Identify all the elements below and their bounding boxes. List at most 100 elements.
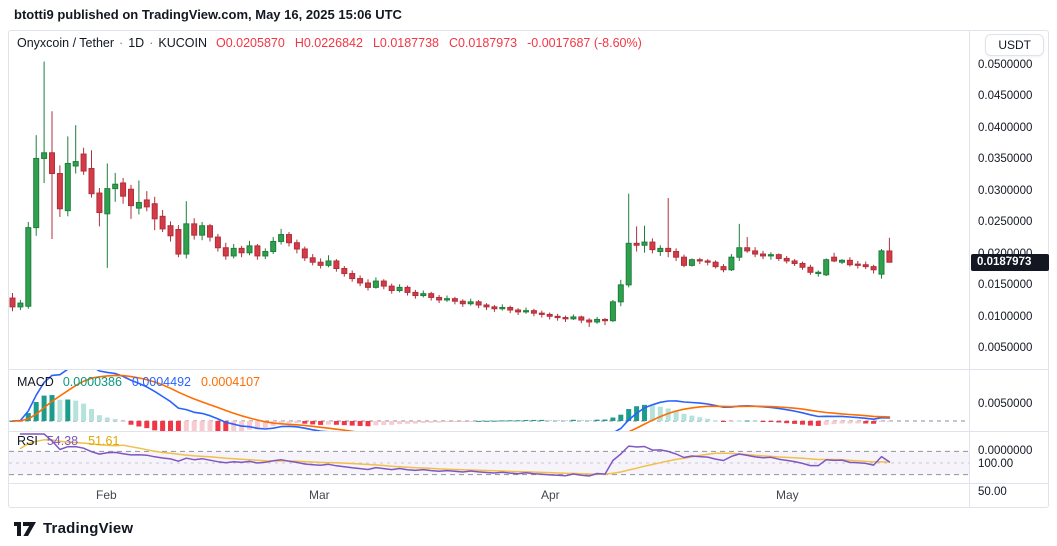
candle — [728, 256, 735, 271]
candle — [175, 229, 182, 255]
price-scale-column[interactable]: USDT 0.0187973 0.0500000 0.0450000 0.04000… — [970, 31, 1049, 507]
rsi-tick: 100.00 — [978, 458, 1014, 470]
candle — [673, 251, 680, 258]
candle — [380, 280, 387, 287]
price-tick: 0.0050000 — [978, 342, 1033, 354]
candle — [96, 192, 103, 214]
macd-pane[interactable] — [9, 369, 969, 431]
price-pane[interactable] — [9, 31, 969, 369]
candle — [349, 273, 356, 280]
candle — [317, 261, 324, 266]
candle — [633, 242, 640, 246]
candle — [752, 250, 759, 255]
candle — [886, 250, 893, 263]
candle — [278, 234, 285, 242]
macd-canvas[interactable] — [9, 369, 969, 431]
tradingview-logo-icon — [14, 521, 36, 536]
pane-divider-rsi[interactable] — [9, 431, 1048, 432]
candle — [625, 242, 632, 286]
candle — [49, 152, 55, 175]
candle — [791, 260, 798, 264]
candle — [451, 298, 458, 302]
candle — [428, 293, 435, 298]
price-tick: 0.0500000 — [978, 58, 1033, 71]
candle — [538, 312, 545, 315]
time-axis-month-label: Mar — [309, 488, 330, 502]
candle — [846, 259, 853, 266]
footer-attribution[interactable]: TradingView — [14, 520, 133, 537]
candle — [167, 225, 174, 237]
candle — [767, 254, 774, 257]
candle — [554, 315, 561, 319]
candle — [641, 241, 648, 246]
price-tick: 0.0350000 — [978, 153, 1033, 166]
candle — [436, 296, 443, 301]
price-tick: 0.0450000 — [978, 90, 1033, 103]
candle — [609, 301, 616, 322]
candle — [230, 247, 237, 257]
rsi-pane[interactable] — [9, 431, 969, 483]
candle — [823, 259, 830, 276]
candle — [586, 319, 593, 323]
candle — [56, 173, 63, 210]
candle — [207, 225, 213, 238]
candle — [499, 306, 506, 310]
macd-tick: 0.0000000 — [978, 445, 1033, 457]
price-tick: 0.0400000 — [978, 121, 1033, 134]
candle — [854, 263, 861, 266]
last-price-badge: 0.0187973 — [971, 253, 1049, 271]
candle — [120, 182, 127, 197]
candle — [475, 301, 482, 306]
candle — [64, 162, 71, 212]
candle — [396, 286, 403, 292]
rsi-tick: 50.00 — [978, 486, 1007, 498]
candle — [807, 266, 814, 273]
candle — [104, 188, 111, 215]
candle — [333, 260, 340, 270]
candle — [578, 316, 585, 321]
candle — [530, 310, 537, 314]
candle — [704, 260, 711, 263]
candle — [246, 245, 253, 254]
pane-divider-macd[interactable] — [9, 369, 1048, 370]
candle — [112, 183, 119, 190]
candle — [602, 318, 608, 322]
candle — [388, 285, 395, 292]
rsi-canvas[interactable] — [9, 431, 969, 483]
candle — [760, 253, 766, 257]
candle — [199, 225, 206, 236]
price-tick: 0.0200000 — [978, 247, 1033, 260]
candle — [270, 240, 277, 253]
candle — [467, 301, 474, 305]
candle — [799, 262, 806, 268]
candle — [491, 306, 498, 310]
candle — [712, 261, 719, 268]
currency-toggle-button[interactable]: USDT — [985, 34, 1044, 56]
price-tick: 0.0100000 — [978, 310, 1033, 323]
candle — [357, 278, 364, 284]
chart-widget: Onyxcoin / Tether · 1D · KUCOIN O0.02058… — [8, 30, 1049, 508]
candle — [25, 227, 32, 307]
candle — [570, 316, 577, 320]
candlestick-canvas[interactable] — [9, 31, 969, 369]
candle — [444, 298, 450, 301]
candle — [483, 304, 490, 308]
time-axis[interactable]: Feb Mar Apr May — [9, 484, 969, 507]
candle — [286, 234, 292, 244]
candle — [831, 256, 838, 262]
candle — [665, 247, 672, 253]
price-axis-divider — [969, 31, 970, 507]
candle — [594, 318, 601, 323]
candle — [293, 242, 300, 250]
candle — [412, 291, 419, 297]
candle — [783, 257, 790, 262]
candle — [72, 161, 79, 167]
candle — [365, 282, 371, 288]
candle — [657, 247, 664, 253]
candle — [143, 199, 150, 208]
candle — [459, 300, 466, 305]
candle — [649, 241, 656, 251]
time-axis-month-label: Apr — [541, 488, 560, 502]
candle — [222, 247, 229, 257]
